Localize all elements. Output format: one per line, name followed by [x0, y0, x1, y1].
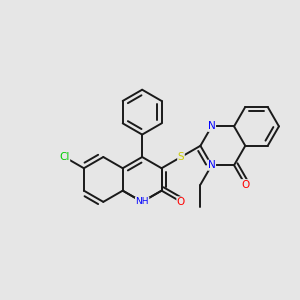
Text: N: N [208, 122, 215, 131]
Text: S: S [178, 152, 184, 162]
Text: O: O [241, 180, 249, 190]
Text: NH: NH [135, 197, 149, 206]
Text: O: O [177, 197, 185, 207]
Text: N: N [208, 160, 215, 170]
Text: Cl: Cl [59, 152, 70, 162]
